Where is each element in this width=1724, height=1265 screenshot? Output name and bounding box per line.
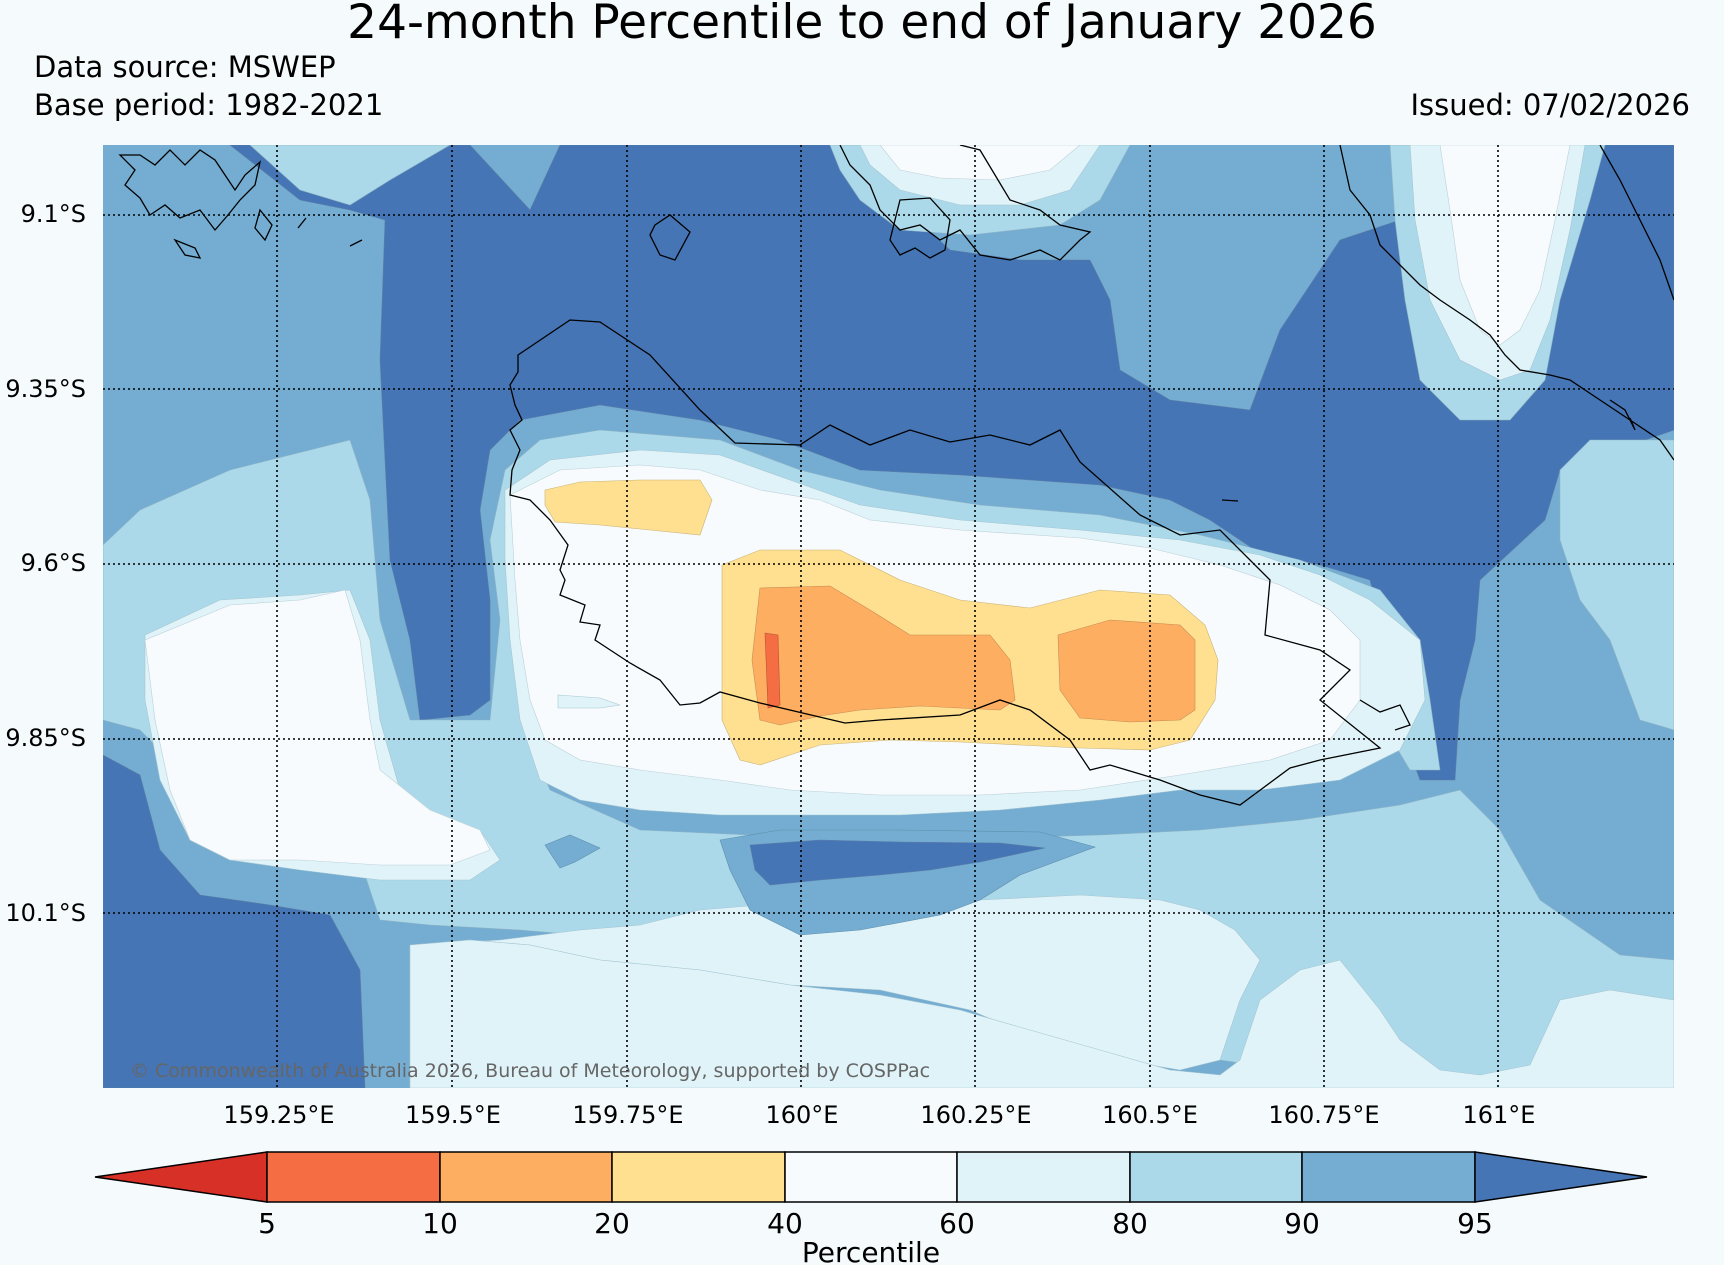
map-gridlines <box>103 145 1674 1088</box>
lat-label: 9.1°S <box>21 200 86 228</box>
colorbar-swatch <box>266 1151 441 1203</box>
colorbar-swatch <box>439 1151 613 1203</box>
colorbar-label: Percentile <box>802 1236 940 1265</box>
contour-90-95-small-left <box>544 834 601 869</box>
contour-5-10 <box>764 632 781 709</box>
contour-10-20-center <box>751 585 1016 726</box>
coastline-malaita-east-2 <box>1609 399 1636 431</box>
contour-40-60-top-center <box>879 145 1081 181</box>
colorbar-swatch <box>956 1151 1131 1203</box>
longitude-labels: 159.25°E 159.5°E 159.75°E 160°E 160.25°E… <box>223 1101 1535 1129</box>
colorbar-extend-high <box>1474 1151 1648 1203</box>
lon-label: 160.5°E <box>1102 1101 1198 1129</box>
lon-label: 160°E <box>766 1101 839 1129</box>
colorbar-tick: 40 <box>767 1207 803 1240</box>
lon-label: 160.25°E <box>920 1101 1031 1129</box>
lat-label: 9.35°S <box>5 375 86 403</box>
coastline-ngella-south <box>1359 699 1411 731</box>
coastline-reef-1 <box>349 239 363 247</box>
colorbar-tick: 20 <box>594 1207 630 1240</box>
lat-label: 9.6°S <box>21 549 86 577</box>
map-plot-area <box>103 145 1674 1088</box>
colorbar-swatch <box>1129 1151 1303 1203</box>
contour-above-95-top <box>229 145 1674 781</box>
contour-above-95-bottom-left <box>103 754 366 1088</box>
contour-40-60-left <box>144 589 491 866</box>
lon-label: 159.5°E <box>405 1101 501 1129</box>
issued-date: Issued: 07/02/2026 <box>1410 88 1690 122</box>
contour-40-60-upper-right <box>1439 145 1571 346</box>
coastlines <box>118 145 1674 806</box>
coastline-reef-2 <box>297 217 307 229</box>
contour-10-20-right <box>1057 619 1196 723</box>
data-source: Data source: MSWEP <box>34 50 336 84</box>
colorbar-tick: 5 <box>258 1207 276 1240</box>
contour-20-40-upper <box>544 479 713 536</box>
base-period: Base period: 1982-2021 <box>34 88 384 122</box>
contour-80-90-right-side <box>1559 439 1674 731</box>
lon-label: 159.75°E <box>572 1101 683 1129</box>
colorbar-tick: 95 <box>1457 1207 1493 1240</box>
copyright-text: © Commonwealth of Australia 2026, Bureau… <box>130 1060 930 1082</box>
coastline-florida-islands <box>839 145 1092 261</box>
map-title: 24-month Percentile to end of January 20… <box>347 0 1377 50</box>
lon-label: 160.75°E <box>1268 1101 1379 1129</box>
contour-above-95-mid-band <box>749 839 1046 886</box>
coastline-russell-islands-2 <box>173 238 202 259</box>
coastline-reef-3 <box>1221 499 1239 502</box>
colorbar-tick: 10 <box>422 1207 458 1240</box>
coastline-guadalcanal <box>509 319 1382 806</box>
lon-label: 161°E <box>1463 1101 1536 1129</box>
colorbar-swatch <box>784 1151 958 1203</box>
contour-80-90-top-left <box>249 145 451 206</box>
colorbar-tick: 90 <box>1284 1207 1320 1240</box>
colorbar-swatch <box>1301 1151 1476 1203</box>
lon-label: 159.25°E <box>223 1101 334 1129</box>
colorbar-tick: 60 <box>939 1207 975 1240</box>
contour-60-80-bottom-2 <box>409 939 1674 1088</box>
coastline-russell-islands <box>118 149 262 232</box>
colorbar-extend-low <box>94 1151 268 1203</box>
coastline-malaita-east <box>1599 145 1674 301</box>
coastline-malaita <box>1339 145 1674 461</box>
colorbar: 5 10 20 40 60 80 90 95 Percentile <box>94 1151 1648 1265</box>
latitude-labels: 9.1°S 9.35°S 9.6°S 9.85°S 10.1°S <box>5 200 86 927</box>
colorbar-tick: 80 <box>1112 1207 1148 1240</box>
lat-label: 9.85°S <box>5 724 86 752</box>
coastline-florida-islands-2 <box>889 197 951 259</box>
lat-label: 10.1°S <box>5 899 86 927</box>
coastline-russell-islands-3 <box>254 208 273 242</box>
colorbar-swatch <box>611 1151 786 1203</box>
contour-60-80-strip <box>557 694 621 709</box>
coastline-savo <box>649 214 691 261</box>
